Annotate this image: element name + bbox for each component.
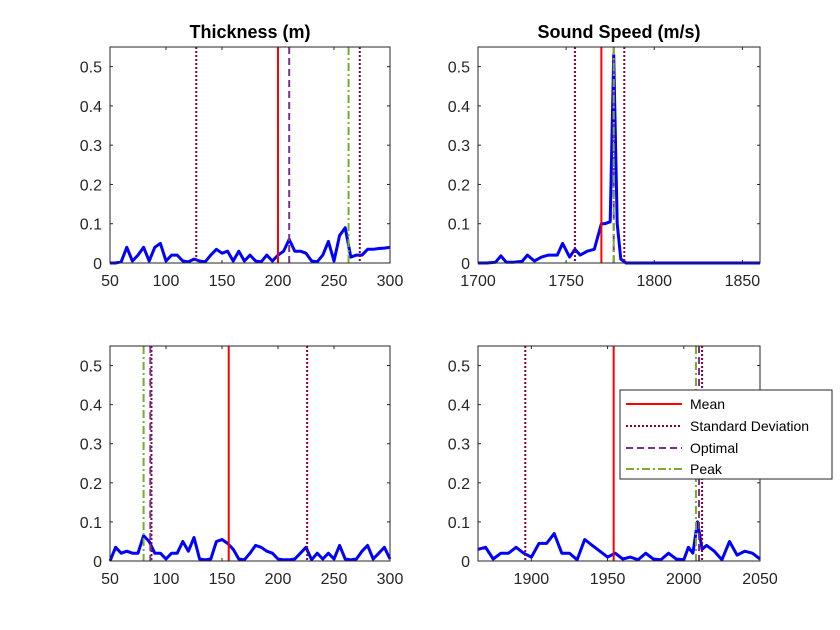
legend-label-peak: Peak (690, 461, 723, 477)
x-tick-label: 50 (101, 273, 119, 290)
x-tick-label: 150 (209, 571, 236, 588)
y-tick-label: 0.4 (80, 99, 102, 116)
x-tick-label: 2000 (666, 571, 702, 588)
y-tick-label: 0.1 (448, 515, 470, 532)
x-tick-label: 250 (321, 273, 348, 290)
thickness-bottom-panel: 50 100 150 200 250 300 0 0.1 0.2 0.3 0.4 0.5 (80, 345, 404, 588)
legend-label-standard-deviation: Standard Deviation (690, 418, 809, 434)
y-tick-label: 0.1 (80, 217, 102, 234)
series-line (477, 520, 761, 562)
x-tick-label: 1900 (514, 571, 550, 588)
y-tick-label: 0.3 (448, 138, 470, 155)
series-line (108, 534, 392, 562)
thickness-title: Thickness (m) (189, 22, 310, 42)
x-tick-label: 300 (377, 571, 404, 588)
y-tick-label: 0 (93, 256, 102, 273)
y-tick-label: 0.4 (80, 398, 102, 415)
y-tick-label: 0.2 (80, 177, 102, 194)
y-tick-label: 0.2 (448, 177, 470, 194)
y-tick-label: 0.2 (448, 476, 470, 493)
y-tick-label: 0.5 (448, 60, 470, 77)
plot-area (110, 346, 390, 561)
x-tick-label: 200 (265, 571, 292, 588)
x-tick-label: 100 (153, 273, 180, 290)
x-tick-label: 1950 (590, 571, 626, 588)
y-tick-label: 0.3 (80, 138, 102, 155)
legend-label-mean: Mean (690, 396, 725, 412)
y-tick-label: 0.3 (80, 437, 102, 454)
x-tick-label: 2050 (742, 571, 778, 588)
y-tick-label: 0.5 (448, 359, 470, 376)
thickness-top-panel: Thickness (m) 50 100 150 200 250 300 0 0.1 0.2 0.… (80, 22, 404, 290)
x-tick-label: 1850 (725, 273, 761, 290)
x-tick-label: 1800 (636, 273, 672, 290)
y-tick-label: 0.5 (80, 359, 102, 376)
legend-label-optimal: Optimal (690, 440, 738, 456)
y-tick-label: 0.4 (448, 99, 470, 116)
x-tick-label: 1700 (460, 273, 496, 290)
y-tick-label: 0.4 (448, 398, 470, 415)
sound-speed-title: Sound Speed (m/s) (537, 22, 700, 42)
x-tick-label: 100 (153, 571, 180, 588)
y-tick-label: 0.5 (80, 60, 102, 77)
axes-box (109, 46, 391, 264)
y-tick-label: 0.2 (80, 476, 102, 493)
plot-area (110, 47, 390, 263)
sound-speed-top-panel: Sound Speed (m/s) 1700 1750 1800 1850 0 0.1 0.… (448, 22, 761, 290)
y-tick-label: 0.1 (448, 217, 470, 234)
series-line (110, 226, 391, 265)
x-tick-label: 1750 (548, 273, 584, 290)
y-tick-label: 0.3 (448, 437, 470, 454)
x-tick-label: 150 (209, 273, 236, 290)
x-tick-label: 300 (377, 273, 404, 290)
y-tick-label: 0 (93, 554, 102, 571)
legend: Mean Standard Deviation Optimal Peak (619, 389, 833, 480)
x-tick-label: 50 (101, 571, 119, 588)
y-tick-label: 0 (461, 554, 470, 571)
x-tick-label: 200 (265, 273, 292, 290)
axes-box (477, 46, 761, 264)
y-tick-label: 0.1 (80, 515, 102, 532)
x-tick-label: 250 (321, 571, 348, 588)
axes-box (109, 345, 391, 562)
y-tick-label: 0 (461, 256, 470, 273)
